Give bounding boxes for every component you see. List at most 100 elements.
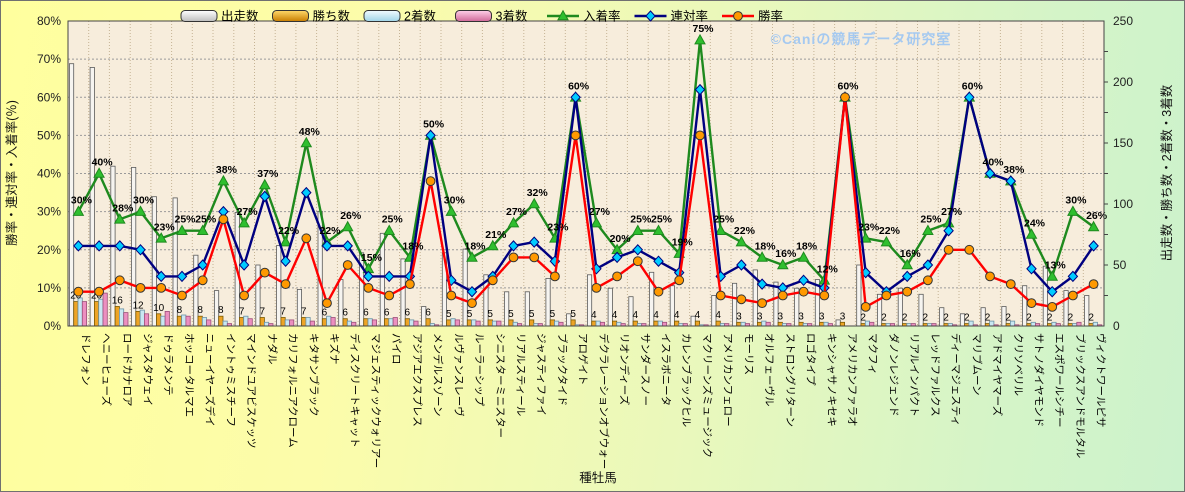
right-axis-tick-label: 0: [1113, 319, 1120, 333]
bar: [798, 321, 804, 327]
bar: [135, 310, 141, 327]
category-label: ナダル: [266, 333, 279, 365]
triangle-marker: [528, 197, 541, 209]
legend-swatch: [180, 10, 218, 22]
bar: [222, 320, 228, 327]
left-axis-tick-label: 40%: [37, 167, 61, 181]
triangle-marker: [652, 224, 665, 235]
bar: [238, 317, 245, 327]
bar: [201, 317, 208, 327]
circle-marker: [1088, 279, 1099, 290]
category-label: アメリカンファラオ: [846, 333, 858, 427]
rate-label: 25%: [382, 214, 404, 226]
bar: [305, 317, 311, 327]
diamond-marker: [238, 259, 250, 271]
wins-label: 8: [197, 305, 203, 316]
circle-marker: [612, 271, 622, 282]
diamond-marker: [736, 259, 747, 271]
wins-label: 3: [778, 311, 784, 322]
wins-label: 4: [674, 310, 680, 321]
circle-marker: [1026, 298, 1037, 309]
rate-label: 16%: [775, 248, 797, 260]
wins-label: 16: [112, 296, 124, 307]
circle-marker: [902, 286, 913, 297]
triangle-marker: [1067, 205, 1079, 216]
right-axis-tick-label: 50: [1113, 258, 1127, 272]
diamond-marker: [901, 270, 913, 283]
wins-label: 2: [985, 313, 991, 324]
wins-label: 6: [363, 308, 369, 319]
diamond-marker: [632, 244, 644, 256]
circle-marker: [259, 267, 270, 278]
bar: [98, 298, 104, 327]
bar: [73, 301, 79, 327]
bar: [259, 317, 265, 327]
bar: [338, 279, 344, 327]
wins-label: 6: [322, 308, 328, 319]
wins-label: 7: [301, 307, 307, 318]
bar: [1051, 321, 1057, 327]
left-axis-tick-label: 50%: [37, 128, 61, 142]
wins-label: 4: [612, 310, 618, 321]
triangle-marker: [631, 224, 644, 235]
rate-label: 22%: [278, 225, 300, 237]
series-line: [77, 38, 1095, 282]
bar: [94, 301, 100, 327]
wins-label: 4: [653, 310, 659, 321]
category-label: リオンディーズ: [618, 333, 631, 405]
category-label: デクラレーションオブウォー: [597, 333, 610, 469]
category-label: アジアエクスプレス: [411, 333, 423, 427]
category-label: シニスターミニスター: [494, 333, 506, 438]
left-axis-tick-label: 70%: [37, 52, 61, 66]
bar: [757, 321, 763, 327]
category-label: イスラボニータ: [660, 333, 672, 406]
rate-label: 27%: [506, 206, 528, 218]
bar: [496, 320, 502, 327]
rate-label: 18%: [464, 240, 486, 252]
diamond-marker: [984, 167, 996, 180]
triangle-marker: [72, 205, 85, 216]
rate-label: 18%: [755, 240, 777, 252]
rate-label: 48%: [299, 126, 321, 138]
circle-marker: [695, 130, 705, 141]
bar: [1076, 321, 1082, 327]
circle-marker: [94, 286, 104, 297]
wins-label: 7: [280, 307, 286, 318]
wins-label: 5: [487, 309, 493, 320]
diamond-marker: [1005, 175, 1017, 187]
rate-label: 22%: [734, 225, 756, 237]
bar: [549, 319, 555, 327]
circle-marker: [135, 283, 146, 293]
bar: [839, 321, 845, 327]
wins-label: 2: [1088, 313, 1094, 324]
rate-label: 27%: [589, 206, 611, 218]
diamond-marker: [114, 240, 126, 252]
diamond-marker: [342, 240, 353, 252]
diamond-marker: [280, 255, 291, 267]
bar: [413, 320, 419, 327]
rate-label: 50%: [423, 118, 445, 130]
category-label: ロゴタイプ: [805, 333, 818, 386]
bar: [715, 320, 721, 327]
bar: [176, 315, 183, 327]
diamond-marker: [653, 255, 664, 267]
diamond-marker: [645, 10, 656, 22]
bar: [326, 315, 332, 327]
wins-label: 3: [736, 311, 742, 322]
bar: [289, 319, 295, 327]
category-label: ドレフォン: [79, 333, 91, 386]
circle-marker: [363, 283, 374, 293]
category-label: マジェスティックウォリアー: [369, 333, 381, 468]
circle-marker: [881, 290, 892, 301]
category-label: サトノダイヤモンド: [1033, 333, 1046, 427]
circle-marker: [529, 252, 540, 263]
category-label: カレンブラックヒル: [680, 333, 693, 427]
rate-label: 25%: [651, 214, 673, 226]
bar: [616, 321, 622, 327]
wins-label: 2: [1047, 313, 1053, 324]
rate-label: 27%: [941, 206, 963, 218]
triangle-marker: [238, 216, 250, 228]
category-label: キタサンブラック: [307, 333, 320, 417]
triangle-marker: [901, 258, 914, 270]
circle-marker: [733, 11, 743, 21]
